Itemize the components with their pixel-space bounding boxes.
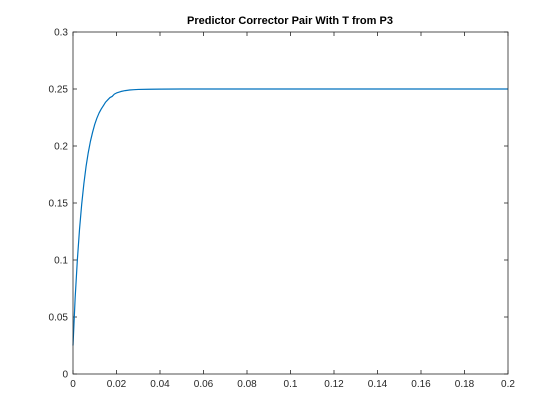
x-tick-label: 0.02 — [107, 379, 127, 390]
x-tick-label: 0.04 — [150, 379, 170, 390]
y-tick-label: 0.1 — [54, 256, 68, 267]
series-line — [72, 88, 508, 346]
y-tick-label: 0.05 — [49, 313, 69, 324]
series-layer — [72, 88, 508, 346]
x-axis-ticks: 0 0.02 0.04 0.06 0.08 0.1 0.12 0.14 0.16 0.18 0.2 — [70, 32, 515, 390]
y-tick-label: 0 — [62, 370, 68, 381]
x-tick-label: 0.08 — [237, 379, 257, 390]
y-tick-label: 0.3 — [54, 28, 68, 39]
x-tick-label: 0.06 — [194, 379, 214, 390]
x-tick-label: 0.2 — [501, 379, 515, 390]
y-tick-label: 0.25 — [49, 85, 69, 96]
x-tick-label: 0.18 — [455, 379, 475, 390]
x-tick-label: 0.1 — [284, 379, 298, 390]
x-tick-label: 0.14 — [368, 379, 388, 390]
plot-box — [72, 31, 509, 375]
x-tick-label: 0.12 — [324, 379, 344, 390]
x-tick-label: 0.16 — [411, 379, 431, 390]
plot-area — [73, 32, 508, 374]
x-tick-label: 0 — [70, 379, 76, 390]
y-tick-label: 0.15 — [49, 199, 69, 210]
chart-title: Predictor Corrector Pair With T from P3 — [187, 15, 393, 27]
y-tick-label: 0.2 — [54, 142, 68, 153]
